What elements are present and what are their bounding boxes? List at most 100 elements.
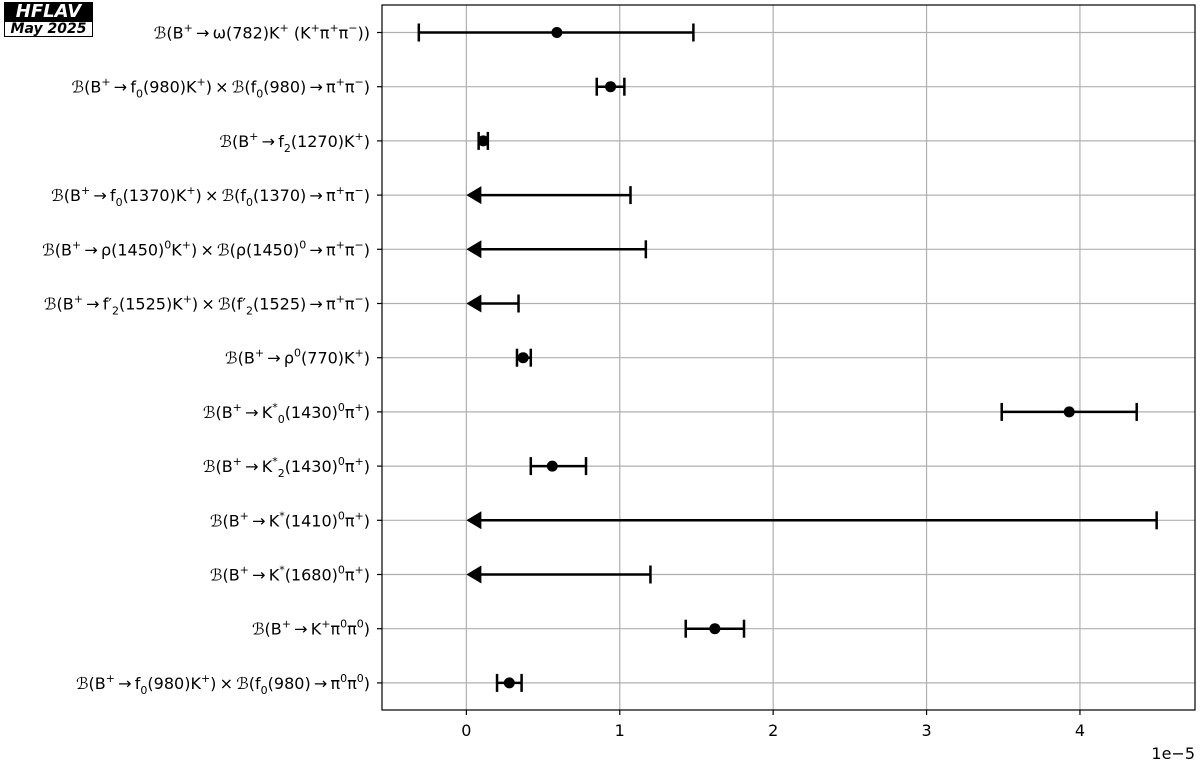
row-label-part: (980) → π bbox=[268, 674, 341, 693]
row-label-part: → f bbox=[111, 78, 137, 97]
row-label-part: + bbox=[197, 76, 206, 89]
row-label-part: → K bbox=[249, 566, 280, 585]
row-label-part: − bbox=[355, 76, 364, 89]
row-label-part: ℬ(B bbox=[219, 132, 249, 151]
chart-marks bbox=[417, 23, 1158, 692]
row-label-part: K bbox=[171, 240, 182, 259]
row-label: ℬ(B+ → f′2(1525)K+) × ℬ(f′2(1525) → π+π−… bbox=[44, 293, 370, 318]
row-label: ℬ(B+ → K*0(1430)0π+) bbox=[203, 401, 370, 426]
badge-brand: HFLAV bbox=[4, 2, 93, 21]
row-label-part: π bbox=[345, 457, 355, 476]
row-label-part: π bbox=[345, 186, 355, 205]
upper-limit-arrow bbox=[466, 240, 482, 259]
row-label: ℬ(B+ → K+π0π0) bbox=[252, 618, 370, 639]
row-label-part: ) × ℬ(f bbox=[210, 674, 261, 693]
row-label-part: ) × ℬ(f′ bbox=[192, 295, 246, 314]
row-label-part: ℬ(B bbox=[44, 295, 74, 314]
row-label: ℬ(B+ → f0(980)K+) × ℬ(f0(980) → π0π0) bbox=[76, 672, 370, 697]
row-label-part: ℬ(B bbox=[72, 78, 102, 97]
row-label-part: + bbox=[355, 347, 364, 360]
row-label-part: 0 bbox=[116, 196, 123, 209]
row-label: ℬ(B+ → ω(782)K+ (K+π+π−)) bbox=[154, 22, 370, 43]
row-label-part: (1370)K bbox=[123, 186, 187, 205]
row-label-part: + bbox=[233, 455, 242, 468]
row-label-part: + bbox=[336, 238, 345, 251]
row-label-part: (1270)K bbox=[291, 132, 355, 151]
row-label-part: + bbox=[249, 130, 258, 143]
row-label-part: ) bbox=[364, 403, 370, 422]
central-value-point bbox=[605, 81, 617, 93]
row-label-part: 2 bbox=[246, 305, 253, 318]
row-label-part: ) bbox=[364, 132, 370, 151]
central-value-point bbox=[477, 135, 489, 147]
row-label-part: ) bbox=[364, 457, 370, 476]
row-label-part: → f bbox=[115, 674, 141, 693]
row-label-part: + bbox=[106, 672, 115, 685]
row-label-part: 0 bbox=[278, 413, 285, 426]
row-label-part: π bbox=[345, 566, 355, 585]
hflav-badge: HFLAV May 2025 bbox=[4, 2, 93, 37]
row-label-part: π bbox=[345, 240, 355, 259]
row-label-part: → f bbox=[90, 186, 116, 205]
row-label-part: π bbox=[320, 24, 330, 43]
x-axis: 0 1 2 3 4 bbox=[461, 710, 1085, 740]
row-label-part: ) bbox=[364, 511, 370, 530]
row-label-part: → K bbox=[242, 457, 273, 476]
row-label-part: + bbox=[355, 455, 364, 468]
row-label-part: π bbox=[347, 620, 357, 639]
row-label-part: ) bbox=[364, 349, 370, 368]
row-label-part: + bbox=[201, 672, 210, 685]
row-label-part: − bbox=[355, 293, 364, 306]
row-label-part: 0 bbox=[140, 684, 147, 697]
row-label-part: * bbox=[272, 455, 278, 468]
row-label-part: * bbox=[279, 564, 285, 577]
central-value-point bbox=[709, 623, 721, 635]
row-label-part: (980)K bbox=[143, 78, 197, 97]
row-label-part: → K bbox=[249, 511, 280, 530]
row-label: ℬ(B+ → ρ(1450)0K+) × ℬ(ρ(1450)0 → π+π−) bbox=[42, 238, 370, 259]
row-label-part: (770)K bbox=[301, 349, 355, 368]
row-label-part: + bbox=[233, 401, 242, 414]
grid-lines bbox=[382, 5, 1195, 710]
row-label-part: + bbox=[184, 22, 193, 35]
row-label-part: ℬ(B bbox=[154, 24, 184, 43]
row-label-part: 0 bbox=[299, 238, 306, 251]
badge-date: May 2025 bbox=[4, 21, 93, 37]
row-label-part: + bbox=[101, 76, 110, 89]
row-label-part: ℬ(B bbox=[225, 349, 255, 368]
row-label-part: 0 bbox=[338, 509, 345, 522]
row-label-part: π bbox=[345, 403, 355, 422]
row-label-part: − bbox=[355, 184, 364, 197]
row-label-part: * bbox=[279, 509, 285, 522]
row-label-part: π bbox=[345, 295, 355, 314]
row-label-part: → K bbox=[242, 403, 273, 422]
x-tick-label: 4 bbox=[1075, 721, 1085, 740]
row-label-part: ℬ(B bbox=[203, 457, 233, 476]
row-label-part: + bbox=[355, 401, 364, 414]
row-label-part: 0 bbox=[357, 618, 364, 631]
row-label-part: + bbox=[74, 293, 83, 306]
row-label-part: (1525)K bbox=[119, 295, 183, 314]
row-label-part: ) × ℬ(f bbox=[196, 186, 247, 205]
row-label-part: (980) → π bbox=[263, 78, 336, 97]
row-label-part: 0 bbox=[164, 238, 171, 251]
central-value-point bbox=[551, 27, 563, 38]
row-label-part: 0 bbox=[136, 88, 143, 101]
row-label-part: 0 bbox=[261, 684, 268, 697]
x-tick-label: 0 bbox=[461, 721, 471, 740]
row-label-part: + bbox=[329, 22, 338, 35]
row-label-part: + bbox=[336, 293, 345, 306]
row-label-part: → K bbox=[291, 620, 322, 639]
x-tick-label: 3 bbox=[921, 721, 931, 740]
row-label-part: → f bbox=[258, 132, 284, 151]
row-label-part: + bbox=[72, 238, 81, 251]
x-tick-label: 1 bbox=[615, 721, 625, 740]
row-label-part: → ω(782)K bbox=[193, 24, 280, 43]
row-label-part: ℬ(B bbox=[210, 511, 240, 530]
row-label: ℬ(B+ → f0(980)K+) × ℬ(f0(980) → π+π−) bbox=[72, 76, 370, 101]
central-value-point bbox=[503, 677, 515, 689]
row-label-part: + bbox=[183, 293, 192, 306]
row-label-part: ) bbox=[364, 240, 370, 259]
row-label-part: + bbox=[321, 618, 330, 631]
row-label-part: 2 bbox=[278, 467, 285, 480]
